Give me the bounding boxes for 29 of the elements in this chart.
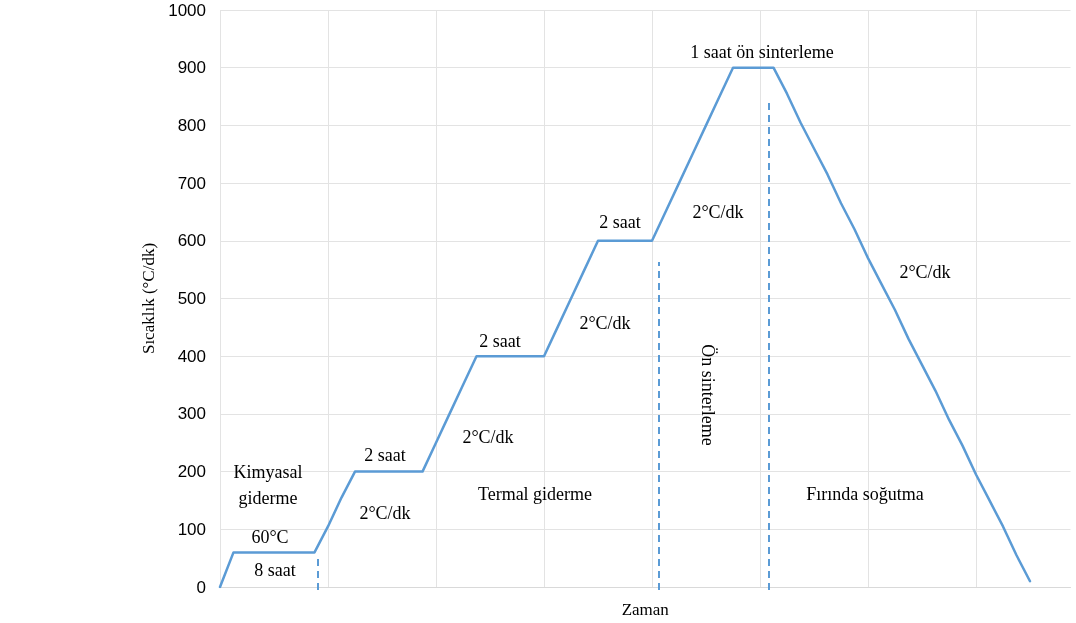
annotation: 2 saat xyxy=(599,212,641,232)
annotation: Ön sinterleme xyxy=(698,344,718,446)
line-series xyxy=(218,66,1032,589)
y-axis-title: Sıcaklık (°C/dk) xyxy=(139,242,159,355)
y-tick-label: 0 xyxy=(196,577,206,597)
y-tick-label: 600 xyxy=(177,231,206,251)
y-tick-label: 500 xyxy=(177,289,206,308)
annotation: 2°C/dk xyxy=(692,202,744,222)
y-tick-label: 400 xyxy=(177,346,206,366)
y-tick-label: 300 xyxy=(177,404,206,424)
annotation: 2°C/dk xyxy=(462,427,514,447)
annotation: 8 saat xyxy=(254,560,296,580)
y-tick-label: 700 xyxy=(177,173,206,193)
y-tick-label: 900 xyxy=(177,58,206,78)
y-tick-label: 800 xyxy=(177,115,206,135)
y-tick-label: 100 xyxy=(177,519,206,539)
annotation: 2°C/dk xyxy=(359,503,411,523)
annotation: Fırında soğutma xyxy=(806,484,924,504)
annotation: 1 saat ön sinterleme xyxy=(690,42,834,62)
annotation: Kimyasal giderme xyxy=(233,462,303,508)
y-tick-label: 1000 xyxy=(168,0,206,20)
annotation: 2 saat xyxy=(479,331,521,351)
annotation: 2 saat xyxy=(364,445,406,465)
annotation: 2°C/dk xyxy=(899,262,951,282)
x-axis-title: Zaman xyxy=(621,600,670,619)
annotation: 2°C/dk xyxy=(579,313,631,333)
annotation: 60°C xyxy=(251,527,289,547)
y-tick-label: 200 xyxy=(177,462,206,482)
annotation: Termal giderme xyxy=(477,484,593,504)
